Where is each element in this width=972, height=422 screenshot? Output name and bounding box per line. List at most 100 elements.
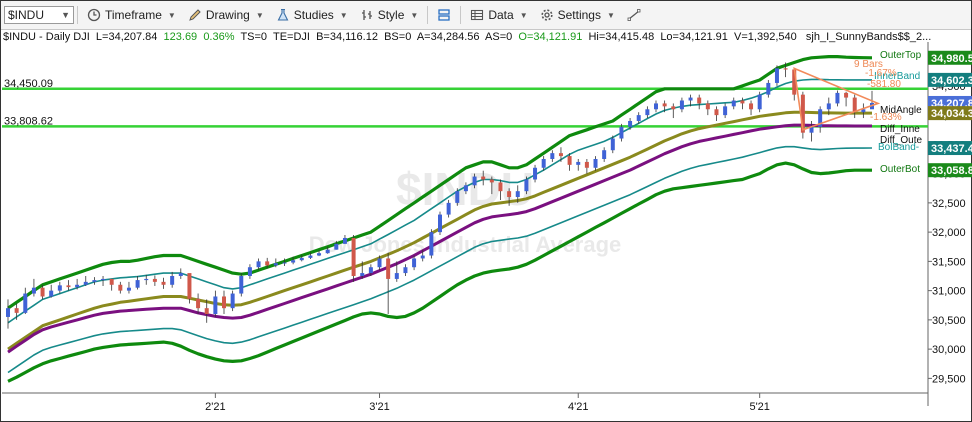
candle-body (40, 287, 45, 297)
price-label: 34,980.5 (928, 50, 972, 65)
symbol-timeframe: $INDU - Daily DJI (3, 31, 90, 43)
candle (222, 290, 226, 315)
candle (800, 91, 805, 139)
series-diff-inner (7, 123, 872, 354)
candle-body (265, 261, 270, 266)
candle-body (576, 161, 581, 165)
study-annotation: BolBand- (878, 142, 919, 153)
candle-body (498, 182, 503, 192)
candle-body (438, 214, 442, 233)
candle (861, 103, 866, 119)
y-tick-label: 30,000 (932, 344, 966, 356)
data-button[interactable]: Data ▼ (464, 4, 533, 26)
candle (844, 91, 849, 107)
candle-body (688, 97, 693, 101)
candle-body (455, 191, 460, 203)
ts-value: TS=0 (240, 31, 268, 43)
price-label-box (928, 72, 972, 87)
candle-body (101, 278, 106, 281)
candle-body (273, 263, 278, 266)
candle (766, 80, 771, 98)
style-button[interactable]: Style ▼ (354, 4, 425, 26)
price-label-box (928, 163, 972, 178)
studies-button[interactable]: Studies ▼ (270, 4, 354, 26)
trendline-icon (627, 9, 641, 21)
candle-body (14, 308, 19, 313)
candle-body (602, 150, 607, 159)
candle-body (317, 253, 322, 256)
candle-body (57, 285, 62, 291)
gear-icon (541, 9, 553, 21)
candle-body (731, 100, 736, 107)
candle-body (187, 273, 192, 299)
candle (567, 153, 572, 171)
candle (619, 123, 624, 142)
candle (783, 62, 788, 78)
candle-body (394, 273, 399, 279)
candle-body (230, 293, 235, 309)
candle-body (109, 278, 114, 285)
x-tick-label: 5'21 (749, 401, 769, 413)
candle-body (308, 255, 313, 258)
candle (31, 278, 36, 297)
candle (325, 246, 330, 254)
series-innerband (7, 78, 872, 324)
chevron-down-icon: ▼ (339, 10, 348, 20)
candle (213, 290, 218, 317)
candle (671, 103, 676, 119)
candle-body (766, 82, 771, 95)
candle-body (420, 255, 425, 259)
candle-body (429, 232, 434, 256)
candle-body (636, 115, 641, 121)
candle (317, 250, 322, 257)
draw-line-button[interactable] (621, 4, 647, 26)
series-outerbot (7, 161, 872, 383)
candle-body (671, 106, 676, 110)
x-tick-label: 2'21 (205, 401, 225, 413)
candle (446, 199, 451, 218)
candle (826, 97, 831, 116)
candle (550, 150, 555, 162)
drawing-button[interactable]: Drawing ▼ (182, 4, 270, 26)
y-tick-label: 29,500 (932, 373, 966, 385)
candle-body (213, 296, 218, 315)
candle-body (783, 68, 788, 70)
candle-body (550, 153, 555, 159)
candle (463, 182, 468, 195)
candle (489, 176, 494, 195)
candle-body (610, 138, 615, 151)
price-label-box (928, 141, 972, 156)
symbol-selector[interactable]: $INDU ▼ (4, 6, 74, 24)
timeframe-button[interactable]: Timeframe ▼ (81, 4, 182, 26)
study-annotation: MidAngle (880, 105, 922, 116)
candle (688, 94, 693, 107)
candle-body (533, 167, 538, 180)
price-label: 33,437.4 (928, 141, 972, 156)
candle-body (697, 97, 702, 104)
candle-body (196, 298, 201, 309)
candle-body (826, 103, 831, 110)
price-label: 34,602.3 (928, 72, 972, 87)
toolbar-divider (427, 6, 429, 24)
candle-body (83, 281, 88, 285)
settings-button[interactable]: Settings ▼ (534, 4, 621, 26)
toolbar-divider (77, 6, 78, 24)
chevron-down-icon: ▼ (255, 10, 264, 20)
layout-button[interactable] (431, 4, 457, 26)
candle (835, 90, 840, 107)
candle (533, 164, 538, 183)
candle-body (446, 202, 451, 215)
study-annotation: -1.63% (870, 112, 902, 123)
net-change: 123.69 (163, 31, 198, 43)
chevron-down-icon: ▼ (61, 10, 70, 20)
candle (161, 277, 166, 289)
candle-body (654, 103, 658, 110)
candle (14, 303, 19, 320)
candle-body (31, 287, 36, 294)
candle (66, 280, 71, 291)
y-tick-label: 31,500 (932, 256, 966, 268)
candle (593, 156, 598, 171)
horizontal-line-label: 34,450.09 (4, 78, 53, 90)
candle-body (662, 103, 667, 107)
